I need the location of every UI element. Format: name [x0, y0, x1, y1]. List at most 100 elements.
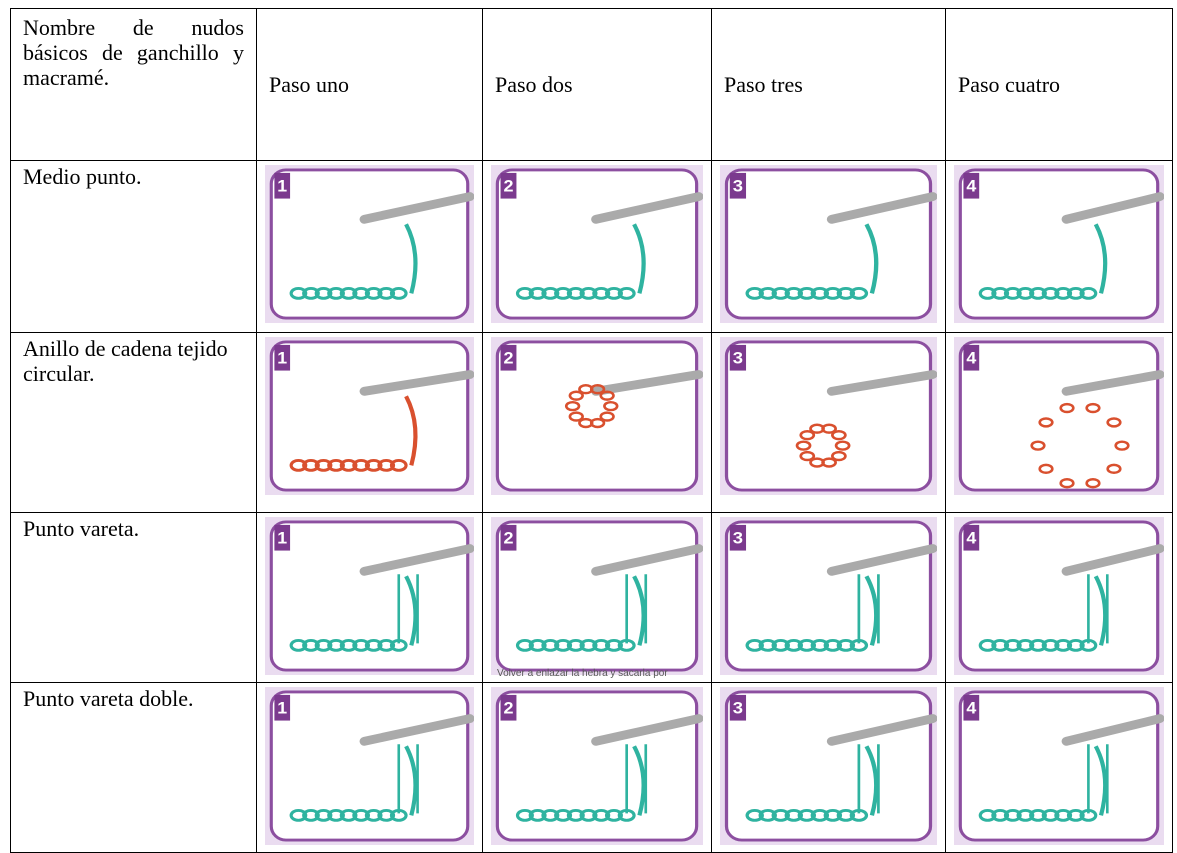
yarn-loop: [771, 638, 790, 652]
yarn-loop: [579, 808, 598, 822]
yarn-loop: [289, 286, 308, 300]
yarn-loop: [795, 440, 812, 451]
step-cell: 2 Volver a enlazar la hebra y sacarla por: [483, 513, 712, 683]
yarn-loop: [991, 808, 1010, 822]
yarn-loop: [745, 808, 764, 822]
yarn-loop: [541, 638, 560, 652]
yarn-strand: [1093, 575, 1108, 646]
yarn-loop: [566, 808, 585, 822]
hook: [591, 192, 703, 224]
step-illustration: 4: [954, 337, 1164, 495]
yarn-strand: [857, 744, 880, 814]
yarn-loop: [1003, 638, 1022, 652]
step-illustration: 1: [265, 687, 474, 845]
step-number: 2: [503, 348, 513, 367]
step-cell: 1: [257, 333, 483, 513]
yarn-loop: [836, 638, 856, 652]
yarn-strand: [1093, 745, 1108, 816]
yarn-loop: [1030, 440, 1046, 451]
yarn-strand: [857, 574, 880, 644]
yarn-strand: [632, 575, 646, 646]
step-number: 3: [733, 698, 743, 717]
yarn-loop: [797, 638, 817, 652]
header-cell: Paso uno: [257, 9, 483, 161]
badge: [729, 344, 747, 371]
yarn-loop: [831, 450, 847, 462]
step-cell: 4: [946, 161, 1173, 333]
yarn-loop: [758, 638, 777, 652]
yarn-loop: [515, 638, 534, 652]
yarn-loop: [579, 638, 598, 652]
yarn-loop: [1029, 638, 1047, 652]
step-cell: 2: [483, 161, 712, 333]
yarn-loop: [1054, 286, 1073, 300]
yarn-loop: [1038, 463, 1054, 475]
header-cell: Nombre de nudos básicos de ganchillo y m…: [11, 9, 257, 161]
yarn-loop: [1003, 286, 1022, 300]
yarn-loop: [339, 458, 358, 472]
step-illustration: 1: [265, 165, 474, 323]
yarn-loop: [1003, 808, 1022, 822]
yarn-loop: [364, 458, 383, 472]
yarn-strand: [404, 395, 418, 466]
badge: [274, 524, 291, 551]
yarn-loop: [745, 638, 764, 652]
badge: [963, 344, 980, 371]
yarn-loop: [823, 286, 843, 300]
yarn-loop: [1038, 417, 1054, 428]
step-number: 4: [966, 176, 976, 195]
yarn-loop: [528, 286, 547, 300]
yarn-loop: [554, 638, 573, 652]
yarn-loop: [339, 638, 358, 652]
yarn-strand: [864, 575, 879, 646]
yarn-loop: [541, 808, 560, 822]
hook: [826, 192, 937, 224]
yarn-loop: [515, 286, 534, 300]
step-illustration: 2: [491, 165, 703, 323]
yarn-loop: [554, 808, 573, 822]
yarn-loop: [1016, 808, 1035, 822]
yarn-loop: [1054, 638, 1073, 652]
yarn-loop: [771, 286, 790, 300]
yarn-strand: [1087, 744, 1109, 814]
yarn-strand: [1093, 223, 1108, 294]
yarn-loop: [797, 286, 817, 300]
step-illustration: 4: [954, 517, 1164, 675]
yarn-loop: [528, 808, 547, 822]
yarn-loop: [339, 286, 358, 300]
yarn-loop: [604, 638, 623, 652]
yarn-loop: [302, 286, 320, 300]
step-illustration: 3: [720, 687, 937, 845]
yarn-loop: [364, 286, 383, 300]
yarn-loop: [810, 286, 830, 300]
yarn-loop: [599, 390, 615, 401]
step-illustration: 3: [720, 165, 937, 323]
yarn-loop: [289, 808, 308, 822]
step-number: 1: [277, 528, 287, 547]
yarn-loop: [1041, 808, 1060, 822]
yarn-loop: [849, 286, 869, 300]
step-number: 4: [966, 698, 976, 717]
step-number: 1: [277, 698, 287, 717]
yarn-loop: [377, 638, 396, 652]
step-cell: 1: [257, 161, 483, 333]
yarn-loop: [564, 400, 581, 412]
yarn-loop: [364, 808, 383, 822]
hook: [826, 714, 937, 746]
hook: [826, 544, 937, 576]
yarn-loop: [566, 286, 585, 300]
yarn-loop: [1066, 638, 1085, 652]
badge: [274, 172, 291, 199]
yarn-loop: [599, 411, 615, 422]
header-cell: Paso tres: [712, 9, 946, 161]
yarn-loop: [592, 286, 611, 300]
step-cell: 4: [946, 683, 1173, 853]
yarn-strand: [632, 745, 646, 816]
frame: [495, 340, 699, 492]
step-cell: 3: [712, 161, 946, 333]
yarn-loop: [1054, 808, 1073, 822]
step-number: 1: [277, 176, 287, 195]
hook: [359, 544, 474, 576]
yarn-loop: [758, 286, 777, 300]
badge: [729, 694, 747, 721]
